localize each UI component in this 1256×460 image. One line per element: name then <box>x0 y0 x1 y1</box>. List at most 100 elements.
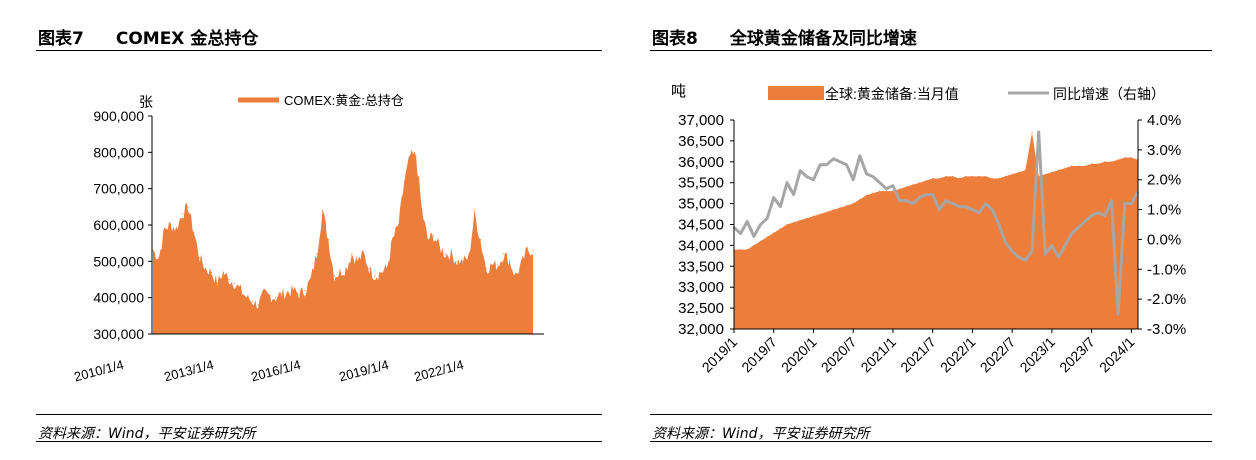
gold-reserve-point <box>740 248 742 251</box>
open-interest-point <box>444 253 446 255</box>
gold-reserve-point <box>786 223 788 226</box>
x-tick-label: 2022/1/4 <box>412 357 465 385</box>
right-tick-label: -1.0% <box>1147 261 1186 278</box>
gold-reserve-point <box>1130 157 1132 159</box>
gold-reserve-point <box>832 209 834 211</box>
figure-8-panel: 图表8 全球黄金储备及同比增速 吨 32,000 32,500 33,000 33,500… <box>637 0 1256 460</box>
figure-7-bottom-rule <box>36 414 602 415</box>
x-tick-label: 2013/1/4 <box>162 357 215 385</box>
open-interest-point <box>403 180 405 182</box>
open-interest-point <box>169 224 172 226</box>
open-interest-point <box>485 268 487 270</box>
yoy-growth-point <box>1011 250 1013 252</box>
open-interest-point <box>228 278 230 281</box>
right-tick-label: 3.0% <box>1147 142 1181 159</box>
yoy-growth-point <box>1031 250 1033 252</box>
yoy-growth-point <box>1051 244 1053 246</box>
open-interest-point <box>473 213 476 215</box>
open-interest-point <box>421 209 423 212</box>
yoy-growth-point <box>865 173 868 175</box>
x-tick-label: 2024/1 <box>1096 334 1138 376</box>
gold-reserve-point <box>991 177 993 180</box>
gold-reserve-point <box>938 177 940 180</box>
left-tick-label: 34,000 <box>678 237 724 254</box>
open-interest-point <box>240 289 242 291</box>
figure-8-number: 图表8 <box>652 29 698 49</box>
gold-reserve-point <box>812 215 815 217</box>
y-tick-label: 600,000 <box>93 217 144 233</box>
yoy-growth-point <box>958 205 960 208</box>
open-interest-point <box>514 275 517 277</box>
gold-reserve-point <box>1051 171 1053 173</box>
gold-reserve-point <box>925 180 927 182</box>
open-interest-point <box>158 257 160 259</box>
gold-reserve-point <box>753 244 755 246</box>
yoy-growth-point <box>746 220 748 223</box>
gold-reserve-area <box>734 132 1138 329</box>
left-tick-label: 37,000 <box>678 112 724 129</box>
right-tick-label: 4.0% <box>1147 112 1181 129</box>
legend-area-swatch <box>768 86 824 100</box>
gold-reserve-point <box>1117 159 1119 161</box>
gold-reserve-point <box>885 190 887 192</box>
open-interest-point <box>310 278 312 281</box>
open-interest-point <box>351 253 353 255</box>
gold-reserve-point <box>1038 175 1040 178</box>
open-interest-point <box>503 253 505 255</box>
open-interest-point <box>368 268 370 270</box>
gold-reserve-point <box>985 175 987 178</box>
yoy-growth-point <box>998 223 1000 226</box>
yoy-growth-point <box>965 205 967 208</box>
gold-reserve-point <box>1077 165 1079 167</box>
gold-reserve-point <box>1004 175 1007 178</box>
yoy-growth-point <box>1057 256 1060 258</box>
yoy-growth-point <box>740 232 742 235</box>
left-tick-label: 35,500 <box>678 175 724 192</box>
yoy-growth-point <box>1071 232 1073 235</box>
open-interest-point <box>450 253 452 255</box>
right-tick-label: -2.0% <box>1147 291 1186 308</box>
right-tick-label: 0.0% <box>1147 231 1181 248</box>
yoy-growth-point <box>819 164 821 166</box>
yoy-growth-point <box>859 155 861 157</box>
yoy-growth-line <box>732 130 1140 316</box>
yoy-growth-point <box>1064 244 1066 246</box>
open-interest-point <box>491 264 493 266</box>
yoy-growth-point <box>971 208 974 211</box>
open-interest-point <box>257 304 259 306</box>
open-interest-point <box>205 268 207 270</box>
gold-reserve-point <box>1064 167 1066 169</box>
yoy-growth-point <box>773 197 775 199</box>
open-interest-point <box>210 271 213 273</box>
gold-reserve-point <box>819 213 821 215</box>
open-interest-point <box>292 289 294 291</box>
open-interest-point <box>456 260 458 262</box>
gold-reserve-point <box>872 192 874 194</box>
x-tick-label: 2022/7 <box>977 334 1019 376</box>
open-interest-point <box>327 238 329 241</box>
open-interest-point <box>374 275 376 277</box>
gold-reserve-point <box>898 188 901 190</box>
yoy-growth-point <box>991 208 993 211</box>
x-tick-label: 2023/7 <box>1056 334 1098 376</box>
open-interest-point <box>526 249 528 252</box>
yoy-growth-point <box>925 194 927 196</box>
gold-reserve-point <box>1084 165 1086 167</box>
x-tick-label: 2019/1 <box>699 334 741 376</box>
yoy-growth-point <box>1110 200 1113 202</box>
open-interest-point <box>199 257 201 259</box>
open-interest-area <box>153 149 533 334</box>
figure-7-source: 资料来源：Wind，平安证券研究所 <box>38 426 256 442</box>
figure-8-name: 全球黄金储备及同比增速 <box>729 29 917 49</box>
x-tick-label: 2016/1/4 <box>249 357 302 385</box>
open-interest-point <box>415 155 417 157</box>
left-tick-label: 36,500 <box>678 133 724 150</box>
right-tick-label: -3.0% <box>1147 321 1186 338</box>
figure-7-top-rule <box>36 50 602 51</box>
x-tick-label: 2019/1/4 <box>337 357 390 385</box>
open-interest-point <box>345 268 347 270</box>
x-tick-label: 2022/1 <box>937 334 979 376</box>
x-tick-label: 2023/1 <box>1016 334 1058 376</box>
open-interest-point <box>392 238 394 241</box>
gold-reserve-point <box>826 211 828 213</box>
